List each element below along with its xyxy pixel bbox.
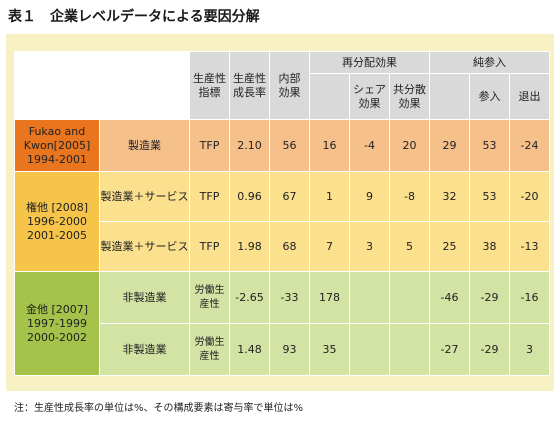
net-entry-cell: 25 [429,221,470,272]
table-note: 注：生産性成長率の単位は%、その構成要素は寄与率で単位は% [14,403,304,414]
indicator-cell: 労働生 産性 [189,271,230,324]
net-entry-cell: -46 [429,271,470,324]
table-row: 金他 [2007] 1997-1999 2000-2002 非製造業 労働生 産性 -… [14,271,550,376]
sector-cell: 製造業＋サービス [99,171,190,222]
table-row: 製造業＋サービス TFP 1.98 68 7 3 5 25 38 -13 [15,221,550,272]
covar-cell [389,271,430,324]
indicator-cell: TFP [189,119,230,172]
header-tfp-index: 生産性 指標 [189,51,230,120]
share-cell: 3 [349,221,390,272]
share-cell: 9 [349,171,390,222]
entry-cell: -29 [469,323,510,376]
indicator-cell: TFP [189,171,230,222]
growth-cell: 2.10 [229,119,270,172]
source-cell: 金他 [2007] 1997-1999 2000-2002 [14,271,100,376]
realloc-cell: 35 [309,323,350,376]
exit-cell: -24 [509,119,550,172]
share-cell [349,271,390,324]
realloc-cell: 178 [309,271,350,324]
internal-cell: -33 [269,271,310,324]
net-entry-cell: -27 [429,323,470,376]
realloc-cell: 7 [309,221,350,272]
internal-cell: 68 [269,221,310,272]
growth-cell: 1.48 [229,323,270,376]
indicator-cell: 労働生 産性 [189,323,230,376]
header-realloc-blank [309,73,350,120]
net-entry-cell: 32 [429,171,470,222]
covar-cell: 5 [389,221,430,272]
sector-cell: 非製造業 [99,271,190,324]
table-row: 非製造業 労働生 産性 1.48 93 35 -27 -29 3 [15,323,550,376]
realloc-cell: 16 [309,119,350,172]
share-cell: -4 [349,119,390,172]
exit-cell: -13 [509,221,550,272]
header-net-entry-blank [429,73,470,120]
growth-cell: -2.65 [229,271,270,324]
realloc-cell: 1 [309,171,350,222]
covar-cell [389,323,430,376]
entry-cell: -29 [469,271,510,324]
indicator-cell: TFP [189,221,230,272]
source-cell: Fukao and Kwon[2005] 1994-2001 [14,119,100,172]
table-row: Fukao and Kwon[2005] 1994-2001 製造業 TFP 2.1… [14,119,550,172]
exit-cell: -16 [509,271,550,324]
header-covar-effect: 共分散 効果 [389,73,430,120]
internal-cell: 67 [269,171,310,222]
table-row: 権他 [2008] 1996-2000 2001-2005 製造業＋サービス TFP… [14,171,550,272]
header-entry: 参入 [469,73,510,120]
internal-cell: 93 [269,323,310,376]
sector-cell: 非製造業 [99,323,190,376]
header-exit: 退出 [509,73,550,120]
covar-cell: -8 [389,171,430,222]
exit-cell: 3 [509,323,550,376]
entry-cell: 53 [469,119,510,172]
header-internal-effect: 内部 効果 [269,51,310,120]
internal-cell: 56 [269,119,310,172]
sector-cell: 製造業 [99,119,190,172]
source-cell: 権他 [2008] 1996-2000 2001-2005 [14,171,100,272]
entry-cell: 53 [469,171,510,222]
header-realloc-effect: 再分配効果 [309,51,430,74]
exit-cell: -20 [509,171,550,222]
header-net-entry: 純参入 [429,51,550,74]
sector-cell: 製造業＋サービス [99,221,190,272]
net-entry-cell: 29 [429,119,470,172]
covar-cell: 20 [389,119,430,172]
table-title: 表１ 企業レベルデータによる要因分解 [8,9,260,25]
corner-cell [14,51,190,120]
entry-cell: 38 [469,221,510,272]
share-cell [349,323,390,376]
growth-cell: 1.98 [229,221,270,272]
growth-cell: 0.96 [229,171,270,222]
decomposition-table: 生産性 指標 生産性 成長率 内部 効果 再分配効果 純参入 シェア 効果 共分散 効果 … [14,51,550,376]
header-share-effect: シェア 効果 [349,73,390,120]
header-growth-rate: 生産性 成長率 [229,51,270,120]
